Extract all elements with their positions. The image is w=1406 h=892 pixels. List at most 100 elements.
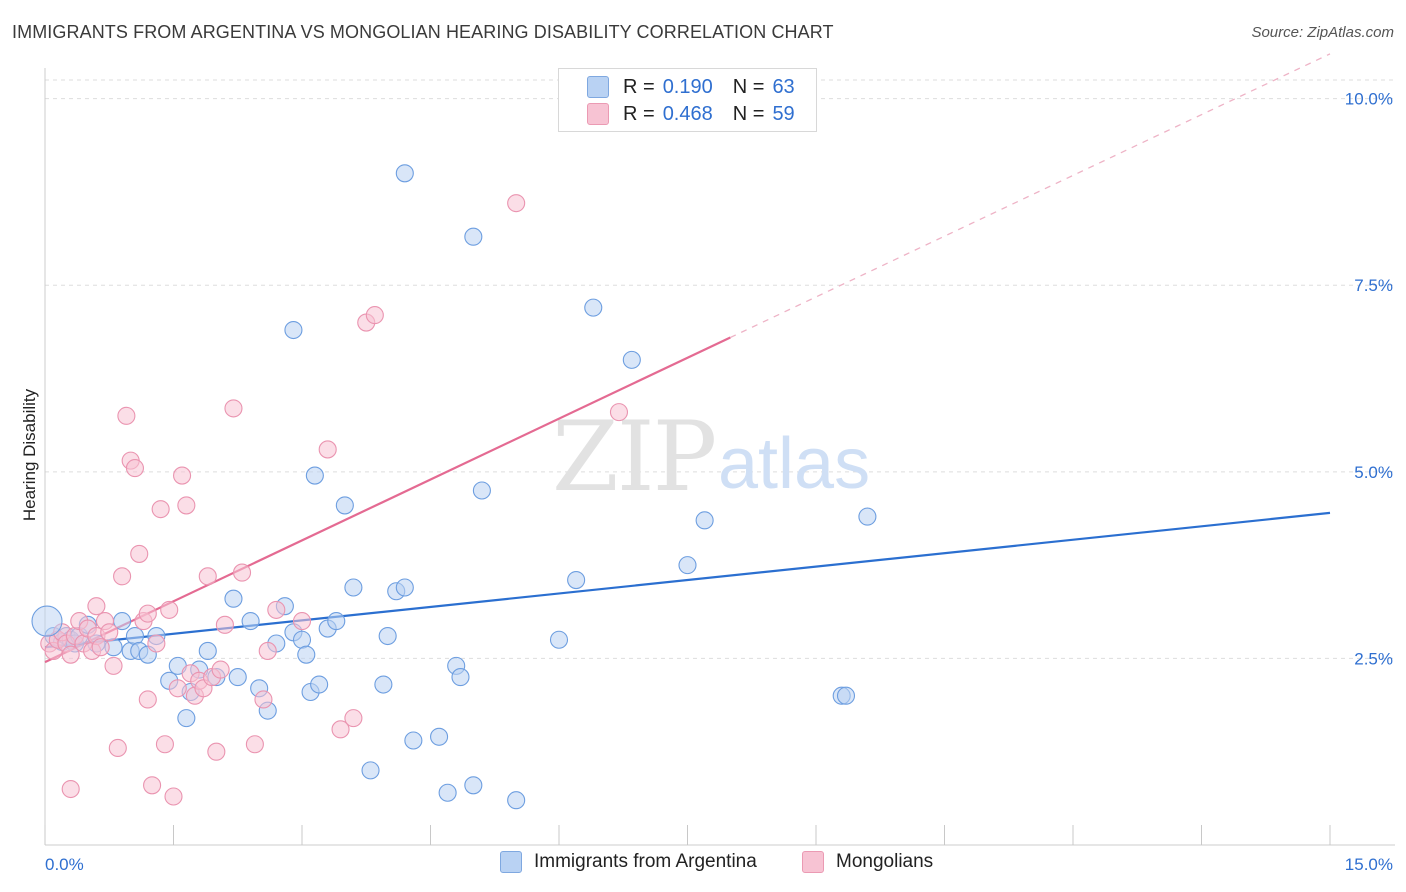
watermark-atlas: atlas <box>718 424 870 504</box>
point-argentina <box>177 709 196 728</box>
point-argentina <box>335 496 354 515</box>
x-tick-label-min: 0.0% <box>45 855 84 874</box>
point-mongolians <box>507 194 526 213</box>
trend-lines <box>44 53 1331 664</box>
point-mongolians <box>365 306 384 325</box>
series-label-argentina: Immigrants from Argentina <box>534 851 757 872</box>
legend-row-mongolians: R = 0.468 N = 59 <box>587 101 795 127</box>
trend-line-argentina <box>44 511 1331 649</box>
y-tick-label: 7.5% <box>1354 276 1393 295</box>
point-argentina <box>310 675 329 694</box>
point-argentina <box>507 791 526 810</box>
point-argentina <box>451 668 470 687</box>
legend-r-label: R = <box>623 75 655 98</box>
point-argentina <box>344 578 363 597</box>
point-mongolians <box>61 779 80 799</box>
point-argentina <box>549 630 569 649</box>
axes <box>44 68 1395 846</box>
y-tick-label: 10.0% <box>1345 90 1393 109</box>
chart-title: IMMIGRANTS FROM ARGENTINA VS MONGOLIAN H… <box>12 22 834 42</box>
point-mongolians <box>108 738 127 758</box>
point-mongolians <box>207 742 226 761</box>
stats-legend: R = 0.190 N = 63 R = 0.468 N = 59 <box>558 68 817 132</box>
point-argentina <box>430 727 449 746</box>
point-mongolians <box>245 735 264 754</box>
point-argentina <box>472 481 491 500</box>
tick-labels: 2.5% 5.0% 7.5% 10.0% 0.0% 15.0% <box>45 90 1393 874</box>
point-argentina <box>464 776 483 795</box>
point-argentina <box>224 589 243 608</box>
point-mongolians <box>164 787 183 806</box>
point-mongolians <box>215 615 234 634</box>
point-argentina <box>297 645 316 664</box>
legend-swatch-blue <box>587 76 609 98</box>
point-mongolians <box>232 563 252 582</box>
point-mongolians <box>147 634 166 653</box>
point-mongolians <box>198 567 217 586</box>
point-argentina <box>305 466 324 485</box>
point-mongolians <box>160 600 179 619</box>
point-argentina <box>198 641 217 661</box>
point-argentina <box>404 731 423 750</box>
data-points <box>31 164 877 810</box>
point-argentina-cluster <box>31 605 63 637</box>
legend-swatch-pink <box>587 103 609 125</box>
point-mongolians <box>609 403 629 422</box>
point-argentina <box>836 686 856 705</box>
point-mongolians <box>91 638 110 657</box>
point-mongolians <box>117 406 136 425</box>
point-mongolians <box>331 720 350 739</box>
point-mongolians <box>151 500 170 519</box>
point-argentina <box>395 578 414 597</box>
point-mongolians <box>344 709 363 728</box>
series-swatch-pink <box>802 851 824 873</box>
series-legend-argentina: Immigrants from Argentina <box>500 851 757 873</box>
legend-row-argentina: R = 0.190 N = 63 <box>587 74 795 100</box>
legend-n-value: 59 <box>772 102 795 125</box>
point-argentina <box>292 630 312 649</box>
series-label-mongolians: Mongolians <box>836 851 934 872</box>
point-argentina <box>464 227 483 246</box>
point-mongolians <box>100 623 119 642</box>
y-tick-label: 2.5% <box>1354 649 1393 668</box>
point-mongolians <box>254 690 273 709</box>
series-legend-mongolians: Mongolians <box>802 851 933 873</box>
point-argentina <box>395 164 414 183</box>
y-axis-title: Hearing Disability <box>20 388 39 521</box>
point-mongolians <box>168 679 187 698</box>
point-mongolians <box>130 544 149 563</box>
point-argentina <box>241 612 260 631</box>
point-mongolians <box>138 604 157 623</box>
legend-n-label: N = <box>732 102 765 125</box>
point-mongolians <box>104 656 123 675</box>
point-argentina <box>584 298 603 317</box>
point-mongolians <box>143 776 162 795</box>
point-argentina <box>678 556 697 575</box>
point-mongolians <box>173 466 192 485</box>
point-mongolians <box>87 597 106 616</box>
point-mongolians <box>113 567 132 586</box>
x-tick-label-max: 15.0% <box>1345 855 1393 874</box>
point-mongolians <box>61 645 80 664</box>
legend-r-value: 0.468 <box>662 102 713 125</box>
y-tick-label: 5.0% <box>1354 463 1393 482</box>
point-mongolians <box>258 641 277 661</box>
point-mongolians <box>155 735 174 754</box>
point-argentina <box>361 761 380 780</box>
legend-r-label: R = <box>623 102 655 125</box>
legend-r-value: 0.190 <box>662 75 713 98</box>
point-argentina <box>374 675 393 694</box>
point-mongolians <box>292 612 312 631</box>
point-argentina <box>284 320 303 340</box>
series-swatch-blue <box>500 851 522 873</box>
legend-n-label: N = <box>732 75 765 98</box>
trend-line-mongolians <box>44 336 731 664</box>
point-argentina <box>695 511 714 530</box>
point-mongolians <box>211 660 230 679</box>
legend-n-value: 63 <box>772 75 795 98</box>
point-argentina <box>378 626 397 646</box>
point-mongolians <box>267 600 286 619</box>
point-argentina <box>228 668 247 687</box>
point-mongolians <box>125 459 144 478</box>
